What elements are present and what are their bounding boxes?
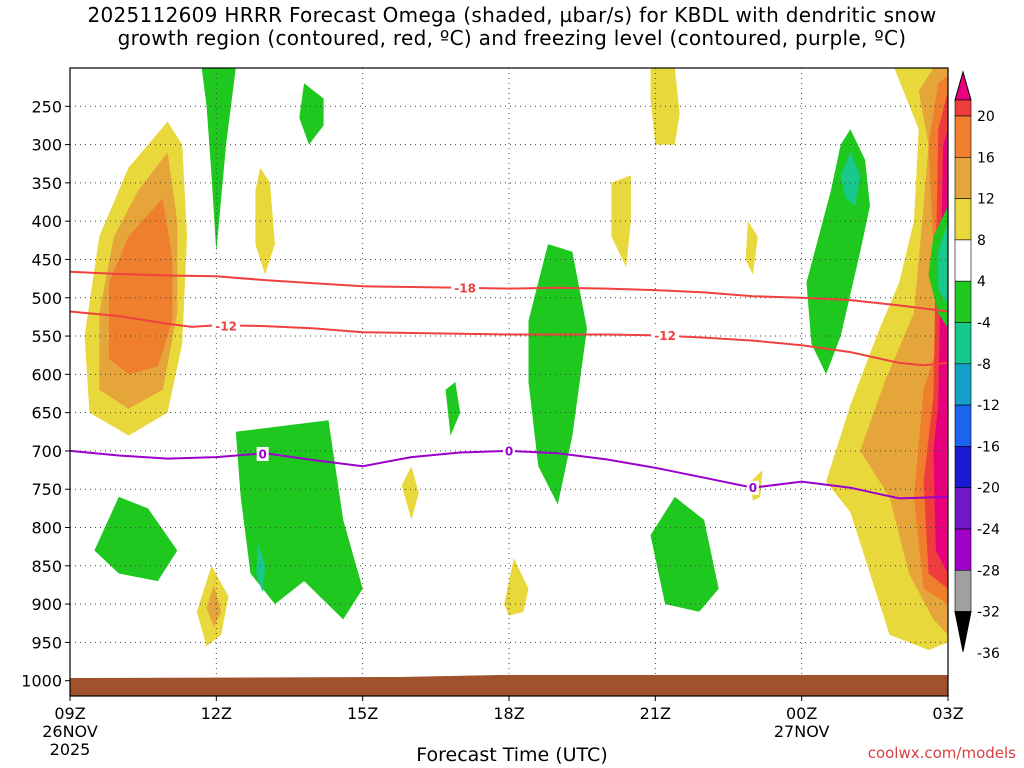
- colorbar-band: [954, 487, 972, 530]
- omega-region-sinking-column-01z: [840, 152, 861, 206]
- colorbar-band: [954, 322, 972, 365]
- omega-region-rising-drop-12z: [206, 585, 222, 628]
- omega-region-sinking-tongue-14z: [299, 83, 324, 145]
- colorbar-tick-label: -20: [977, 481, 1000, 497]
- y-tick-label: 950: [31, 633, 62, 652]
- contour-dendritic-bottom: [70, 310, 948, 367]
- y-tick-label: 250: [31, 97, 62, 116]
- omega-shading: [84, 68, 948, 650]
- colorbar-tick-label: 20: [977, 109, 995, 125]
- colorbar-tick-label: -4: [977, 316, 991, 332]
- y-tick-label: 300: [31, 136, 62, 155]
- y-tick-label: 850: [31, 557, 62, 576]
- colorbar-tick-label: -32: [977, 605, 1000, 621]
- y-tick-label: 500: [31, 289, 62, 308]
- colorbar-top-arrow: [954, 70, 972, 101]
- y-tick-label: 700: [31, 442, 62, 461]
- colorbar-tick-label: -12: [977, 398, 1000, 414]
- x-tick-label: 21Z: [640, 704, 671, 723]
- y-tick-label: 600: [31, 365, 62, 384]
- y-tick-label: 550: [31, 327, 62, 346]
- x-tick-label: 09Z: [54, 704, 85, 723]
- omega-region-rising-streak-20z: [611, 175, 631, 268]
- omega-region-rising-drop-16z: [401, 466, 419, 520]
- contour-label: -12: [654, 329, 676, 343]
- y-axis: 250 300 350 400 450 500 550 600 650 700 750 800 850 9…: [21, 97, 70, 691]
- colorbar-bottom-arrow: [954, 611, 972, 652]
- x-tick-year: 2025: [50, 740, 91, 759]
- x-tick-label: 03Z: [932, 704, 963, 723]
- terrain-ground: [70, 675, 948, 696]
- colorbar-tick-label: -36: [977, 646, 1000, 662]
- colorbar-tick-label: 8: [977, 233, 986, 249]
- y-tick-label: 400: [31, 212, 62, 231]
- omega-region-rising-plume-left: [109, 198, 173, 375]
- contour-label-bg: [746, 480, 759, 495]
- omega-region-sinking-column-18z: [528, 244, 587, 505]
- y-tick-label: 450: [31, 250, 62, 269]
- colorbar-tick-label: 16: [977, 150, 995, 166]
- contour-label-bg: [256, 446, 269, 461]
- colorbar-band: [954, 239, 972, 282]
- chart-title: 2025112609 HRRR Forecast Omega (shaded, …: [0, 4, 1024, 50]
- colorbar-band: [954, 99, 972, 117]
- y-tick-label: 650: [31, 404, 62, 423]
- colorbar-band: [954, 528, 972, 571]
- x-tick-date: 27NOV: [774, 722, 830, 741]
- title-line-1: 2025112609 HRRR Forecast Omega (shaded, …: [87, 3, 937, 27]
- contour-label-bg: [451, 280, 480, 295]
- omega-region-sinking-blob-10z: [94, 496, 178, 582]
- colorbar-band: [954, 404, 972, 447]
- x-tick-label: 12Z: [201, 704, 232, 723]
- contour-label-bg: [503, 443, 515, 458]
- colorbar-band: [954, 569, 972, 612]
- colorbar: 20 16 12 8 4 -4 -8 -12 -16 -20 -24 -28 -32 -36: [954, 70, 1000, 662]
- contour-labels: -18 -12 -12 0 0 0: [212, 280, 759, 495]
- colorbar-band: [954, 157, 972, 199]
- omega-region-rising-streak-23z: [745, 221, 758, 275]
- x-tick-label: 18Z: [493, 704, 524, 723]
- x-tick-date: 26NOV: [42, 722, 98, 741]
- y-tick-label: 1000: [21, 672, 62, 691]
- colorbar-band: [954, 115, 972, 158]
- title-line-2: growth region (contoured, red, ºC) and f…: [117, 26, 907, 50]
- colorbar-tick-label: -24: [977, 522, 1000, 538]
- colorbar-tick-label: -8: [977, 357, 991, 373]
- omega-region-rising-drop-18z: [504, 558, 529, 616]
- contour-label: 0: [258, 447, 266, 461]
- contour-label: -18: [454, 281, 476, 295]
- contour-label-bg: [651, 328, 680, 343]
- credit-text: coolwx.com/models: [867, 744, 1016, 762]
- contour-label: -12: [215, 320, 237, 334]
- omega-region-sinking-blob-13z: [256, 542, 266, 593]
- x-tick-label: 00Z: [786, 704, 817, 723]
- omega-region-sinking-spot-17z: [445, 382, 461, 436]
- contour-label: 0: [749, 481, 757, 495]
- y-tick-label: 900: [31, 595, 62, 614]
- y-tick-label: 800: [31, 519, 62, 538]
- x-axis-label: Forecast Time (UTC): [416, 744, 608, 766]
- contour-label-bg: [212, 319, 241, 334]
- y-tick-label: 350: [31, 174, 62, 193]
- colorbar-tick-label: -16: [977, 439, 1000, 455]
- contour-dendritic-top: [70, 270, 948, 313]
- omega-region-sinking-bulge-right: [938, 221, 948, 306]
- colorbar-band: [954, 446, 972, 488]
- x-tick-label: 15Z: [347, 704, 378, 723]
- colorbar-tick-label: -28: [977, 563, 1000, 579]
- contour-label: 0: [505, 444, 513, 458]
- omega-region-sinking-blob-13z: [235, 420, 363, 620]
- colorbar-band: [954, 363, 972, 406]
- omega-region-sinking-blob-21z: [650, 496, 719, 612]
- colorbar-tick-label: 4: [977, 274, 986, 290]
- colorbar-band: [954, 280, 972, 323]
- colorbar-tick-label: 12: [977, 192, 995, 208]
- omega-region-sinking-column-12z: [201, 68, 236, 252]
- y-tick-label: 750: [31, 480, 62, 499]
- colorbar-band: [954, 198, 972, 241]
